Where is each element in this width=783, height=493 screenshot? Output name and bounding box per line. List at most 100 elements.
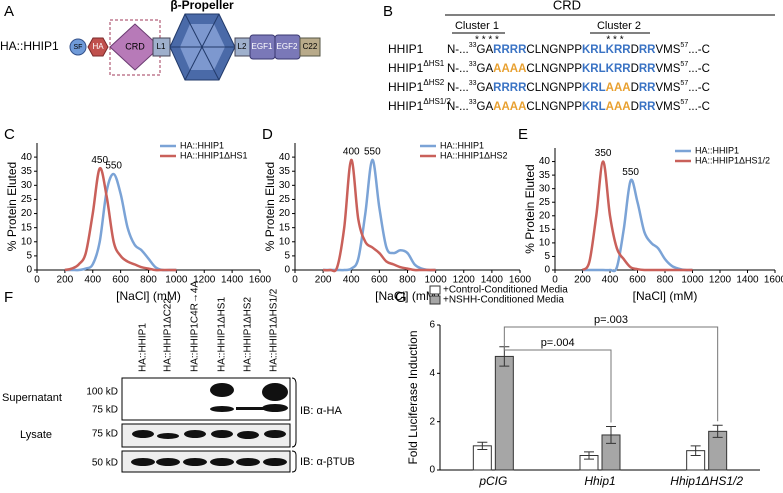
y-tick-label: 5: [26, 251, 32, 262]
x-tick-label: 1600: [509, 275, 532, 286]
panel-label: A: [4, 3, 14, 20]
propeller-lines: [170, 13, 235, 81]
legend-label: +NSHH-Conditioned Media: [443, 295, 564, 306]
y-tick-label: 15: [21, 222, 33, 233]
sequence-segment: D: [631, 82, 639, 94]
sequence-segment: GA: [477, 44, 494, 56]
domain-label: CRD: [125, 41, 145, 51]
domain-label: SF: [74, 44, 83, 51]
y-tick-label: 10: [279, 236, 291, 247]
row-name-main: HHIP1: [388, 99, 424, 113]
antibody: IB: α-HA: [300, 405, 342, 417]
sequence-segment: 57: [680, 61, 688, 68]
x-tick-label: 600: [112, 275, 129, 286]
sequence-segment: CLNGNPP: [526, 44, 582, 56]
row-name-main: HHIP1: [388, 61, 424, 75]
domain-label: L1: [157, 42, 166, 51]
error-bar: [606, 426, 616, 444]
row-name: HHIP1ΔHS1: [388, 59, 445, 75]
sequence-segment: D: [631, 44, 639, 56]
sequence-segment: KRR: [606, 44, 632, 56]
peak-label: 350: [595, 148, 612, 159]
y-tick-label: 20: [279, 208, 291, 219]
y-tick-label: 20: [21, 208, 33, 219]
y-tick-label: 30: [539, 183, 551, 194]
sequence-segment: N-...: [447, 44, 469, 56]
sequence-segment: 33: [469, 61, 477, 68]
sequence-segment: CLNGNPP: [526, 63, 582, 75]
legend-label: HA::HHIP1: [180, 140, 224, 150]
x-tick-label: 400: [343, 275, 360, 286]
y-tick-label: 35: [21, 166, 33, 177]
x-tick-label: 1600: [249, 275, 272, 286]
x-tick-label: 600: [371, 275, 388, 286]
row-name-sup: ΔHS2: [423, 78, 444, 87]
line: [323, 158, 436, 273]
y-tick-label: 6: [429, 320, 435, 331]
x-tick-label: 1400: [481, 275, 504, 286]
domain: [87, 37, 109, 57]
x-tick-label: 400: [84, 275, 101, 286]
marker: 100 kD: [86, 387, 118, 398]
row-name: HHIP1ΔHS1/2: [388, 97, 451, 113]
propeller-label: β-Propeller: [170, 0, 234, 12]
bands: [131, 383, 288, 466]
p-value: p=.004: [541, 337, 575, 349]
sequence-segment: ...-C: [688, 82, 710, 94]
y-tick-label: 0: [429, 465, 435, 476]
sequence-segment: VMS: [656, 63, 681, 75]
sequence-segment: D: [631, 101, 639, 113]
x-tick-label: 1200: [453, 275, 476, 286]
row-name-sup: ΔHS1/2: [423, 97, 451, 106]
y-tick-label: 0: [284, 265, 290, 276]
blot-box: [121, 423, 291, 448]
x-tick-label: 0: [292, 275, 298, 286]
sequence-segment: AAA: [606, 101, 631, 113]
panel-b: B CRD Cluster 1 * * * * Cluster 2 * * *: [383, 0, 775, 46]
x-tick-label: 200: [57, 275, 74, 286]
x-axis-label: [NaCl] (mM): [633, 289, 698, 303]
sequence-segment: KRR: [606, 63, 632, 75]
sequence-segment: AAAA: [493, 63, 526, 75]
x-tick-label: 1600: [764, 275, 783, 286]
sequence-segment: GA: [477, 101, 494, 113]
row-name: HHIP1ΔHS2: [388, 78, 445, 94]
sequence-segment: 57: [680, 42, 688, 49]
peak-label: 550: [364, 147, 381, 158]
error-bar: [690, 445, 701, 456]
panel-label: F: [4, 289, 13, 306]
domain: [299, 37, 321, 57]
y-tick-label: 5: [544, 251, 550, 262]
sequence-segment: ...-C: [688, 63, 710, 75]
sequence-segment: RR: [639, 63, 656, 75]
sequence: N-...33GAAAAACLNGNPPKRLAAADRRVMS57...-C: [447, 99, 710, 113]
sequence-segment: 57: [680, 80, 688, 87]
cluster-label: Cluster 1: [455, 20, 499, 32]
sequence-segment: AAAA: [493, 101, 526, 113]
row-name-sup: ΔHS1: [423, 59, 444, 68]
y-tick-label: 25: [21, 194, 33, 205]
x-tick-label: 200: [315, 275, 332, 286]
marker: 75 kD: [92, 429, 118, 440]
bracket: [503, 342, 612, 423]
x-tick-label: 1000: [165, 275, 188, 286]
panel-label: E: [518, 126, 528, 143]
sequence-segment: GA: [477, 63, 494, 75]
peak-label: 400: [343, 147, 360, 158]
domain-label: HA: [92, 42, 104, 51]
line: [64, 167, 177, 272]
sequence-segment: KRL: [582, 101, 606, 113]
y-tick-label: 0: [26, 265, 32, 276]
sequence-segment: KRL: [582, 44, 606, 56]
crd-title: CRD: [553, 0, 581, 12]
x-tick-label: 1200: [193, 275, 216, 286]
sequence-segment: N-...: [447, 82, 469, 94]
x-tick-label: 200: [574, 275, 591, 286]
cluster-label: Cluster 2: [597, 20, 641, 32]
sequence-segment: ...-C: [688, 101, 710, 113]
lane-label: HA::HHIP1ΔC22: [163, 298, 174, 372]
domain-label: EGF2: [277, 42, 298, 51]
bar: [494, 355, 514, 471]
y-axis-label: % Protein Eluted: [5, 162, 19, 251]
